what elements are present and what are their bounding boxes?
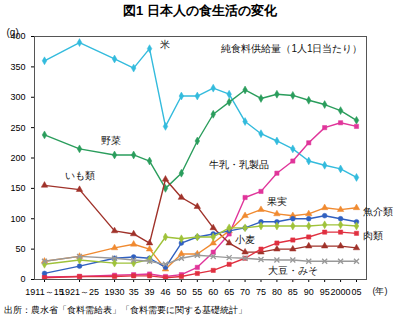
svg-text:牛乳・乳製品: 牛乳・乳製品 xyxy=(209,159,269,170)
svg-text:50: 50 xyxy=(176,287,186,297)
svg-text:55: 55 xyxy=(192,287,202,297)
svg-text:(年): (年) xyxy=(373,286,388,296)
svg-text:1930: 1930 xyxy=(105,287,125,297)
svg-text:1911～15: 1911～15 xyxy=(25,287,63,297)
svg-text:50: 50 xyxy=(15,244,25,254)
svg-text:小麦: 小麦 xyxy=(235,234,255,245)
svg-text:70: 70 xyxy=(240,287,250,297)
svg-text:150: 150 xyxy=(10,183,25,193)
svg-text:大豆・みそ: 大豆・みそ xyxy=(268,265,318,276)
svg-text:1921～25: 1921～25 xyxy=(60,287,99,297)
svg-text:35: 35 xyxy=(129,287,139,297)
svg-text:0: 0 xyxy=(20,274,25,284)
svg-text:魚介類: 魚介類 xyxy=(363,206,393,217)
svg-text:60: 60 xyxy=(208,287,218,297)
svg-text:米: 米 xyxy=(160,39,170,50)
html-text:図1 日本人の食生活の変化: 図1 日本人の食生活の変化 xyxy=(123,3,277,18)
svg-text:果実: 果実 xyxy=(267,196,287,207)
svg-text:肉類: 肉類 xyxy=(363,230,383,241)
svg-text:85: 85 xyxy=(288,287,298,297)
html-text:出所：農水省「食料需給表」「食料需要に関する基礎統計」: 出所：農水省「食料需給表」「食料需要に関する基礎統計」 xyxy=(4,305,247,315)
svg-text:2000: 2000 xyxy=(331,287,351,297)
svg-text:300: 300 xyxy=(10,92,25,102)
svg-text:65: 65 xyxy=(224,287,234,297)
svg-text:350: 350 xyxy=(10,62,25,72)
svg-text:100: 100 xyxy=(10,214,25,224)
svg-text:野菜: 野菜 xyxy=(101,135,121,146)
svg-text:250: 250 xyxy=(10,123,25,133)
svg-text:いも類: いも類 xyxy=(65,170,95,181)
svg-text:05: 05 xyxy=(351,287,361,297)
svg-text:90: 90 xyxy=(304,287,314,297)
svg-text:46: 46 xyxy=(160,287,170,297)
svg-text:39: 39 xyxy=(145,287,155,297)
svg-text:純食料供給量（1人1日当たり）: 純食料供給量（1人1日当たり） xyxy=(221,43,362,54)
svg-text:200: 200 xyxy=(10,153,25,163)
svg-text:(g): (g) xyxy=(7,27,19,38)
svg-text:80: 80 xyxy=(272,287,282,297)
svg-text:95: 95 xyxy=(320,287,330,297)
svg-text:75: 75 xyxy=(256,287,266,297)
